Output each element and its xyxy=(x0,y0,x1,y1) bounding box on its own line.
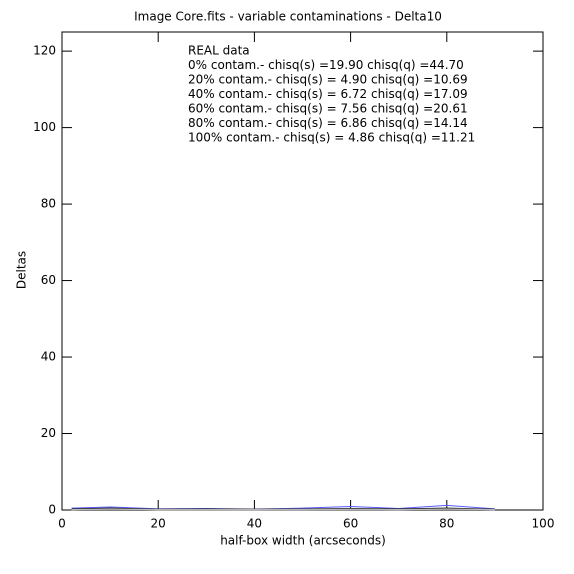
y-tick-label: 100 xyxy=(33,120,56,134)
x-tick-label: 60 xyxy=(343,517,358,531)
y-tick-label: 20 xyxy=(41,426,56,440)
y-tick-label: 80 xyxy=(41,197,56,211)
x-axis-label: half-box width (arcseconds) xyxy=(220,534,386,548)
legend-entry: 0% contam.- chisq(s) =19.90 chisq(q) =44… xyxy=(188,58,464,72)
legend-entry: 80% contam.- chisq(s) = 6.86 chisq(q) =1… xyxy=(188,116,468,130)
y-tick-label: 120 xyxy=(33,44,56,58)
legend-entry: 20% contam.- chisq(s) = 4.90 chisq(q) =1… xyxy=(188,73,468,87)
y-axis-label: Deltas xyxy=(15,251,29,289)
x-tick-label: 0 xyxy=(58,517,66,531)
y-tick-label: 60 xyxy=(41,273,56,287)
y-tick-label: 40 xyxy=(41,350,56,364)
x-tick-label: 40 xyxy=(247,517,262,531)
legend-entry: 40% contam.- chisq(s) = 6.72 chisq(q) =1… xyxy=(188,87,468,101)
legend-entry: 100% contam.- chisq(s) = 4.86 chisq(q) =… xyxy=(188,131,475,145)
legend-entry: REAL data xyxy=(188,44,250,58)
x-tick-label: 100 xyxy=(532,517,555,531)
chart-title: Image Core.fits - variable contamination… xyxy=(134,10,442,24)
y-tick-label: 0 xyxy=(48,503,56,517)
x-tick-label: 80 xyxy=(439,517,454,531)
x-tick-label: 20 xyxy=(151,517,166,531)
legend-entry: 60% contam.- chisq(s) = 7.56 chisq(q) =2… xyxy=(188,102,468,116)
